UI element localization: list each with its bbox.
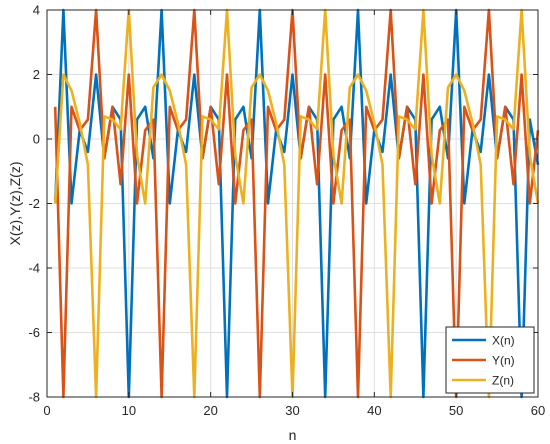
axis-ticks: 0 10 20 30 40 50 60 -8 -6 -4 -2 0 2 4 [28, 3, 545, 419]
x-tick-label: 50 [449, 403, 463, 418]
x-axis-label: n [289, 427, 297, 443]
y-tick-label: -2 [28, 196, 40, 211]
x-tick-label: 30 [285, 403, 299, 418]
x-tick-label: 60 [531, 403, 545, 418]
y-tick-label: 2 [33, 67, 40, 82]
y-tick-label: 0 [33, 132, 40, 147]
y-tick-label: -8 [28, 390, 40, 405]
series-line-2 [53, 8, 540, 399]
legend-label: Y(n) [492, 354, 515, 368]
x-tick-label: 20 [203, 403, 217, 418]
legend-label: X(n) [492, 334, 515, 348]
y-tick-label: -6 [28, 325, 40, 340]
legend-label: Z(n) [492, 374, 514, 388]
x-tick-label: 40 [367, 403, 381, 418]
x-tick-label: 0 [43, 403, 50, 418]
y-axis-label: X(z),Y(z),Z(z) [7, 162, 23, 246]
legend: X(n) Y(n) Z(n) [445, 326, 535, 394]
y-tick-label: 4 [33, 3, 40, 18]
y-tick-label: -4 [28, 261, 40, 276]
x-tick-label: 10 [122, 403, 136, 418]
